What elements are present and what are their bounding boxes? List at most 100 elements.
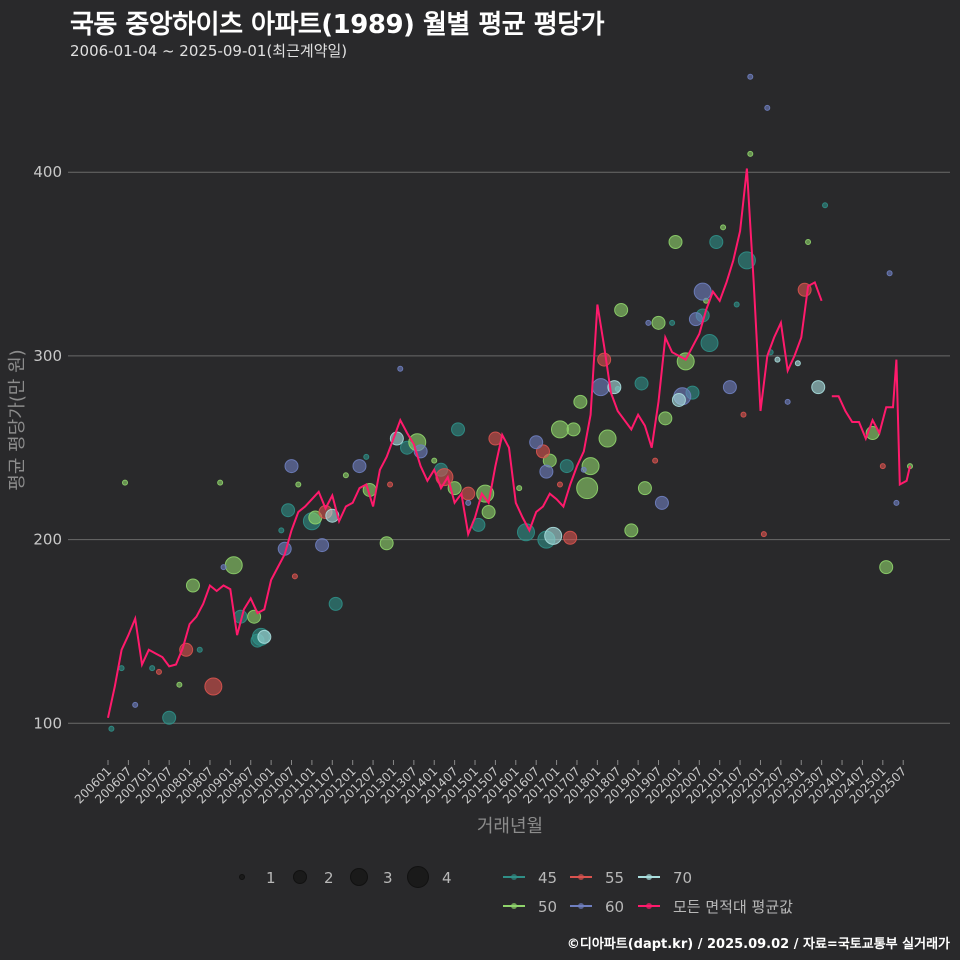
data-point-50 <box>668 235 683 250</box>
data-point-60 <box>465 499 472 506</box>
data-point-60 <box>220 564 227 571</box>
y-tick-label: 400 <box>33 163 62 181</box>
data-point-45 <box>281 503 296 518</box>
source-caption: ©디아파트(dapt.kr) / 2025.09.02 / 자료=국토교통부 실… <box>566 937 950 952</box>
legend-color-label: 45 <box>538 869 557 887</box>
legend-color-dot <box>511 903 517 909</box>
data-point-50 <box>637 481 652 496</box>
data-point-70 <box>774 356 781 363</box>
chart-title: 국동 중앙하이츠 아파트(1989) 월별 평균 평당가 <box>70 10 605 40</box>
legend-size-label: 3 <box>383 869 393 887</box>
data-point-45 <box>328 596 343 611</box>
data-point-45 <box>733 301 740 308</box>
legend-size-label: 4 <box>442 869 452 887</box>
data-point-60 <box>893 499 900 506</box>
data-point-50 <box>431 457 438 464</box>
legend-color-dot <box>578 874 584 880</box>
legend-color-dot <box>578 903 584 909</box>
average-line-layer <box>107 168 911 719</box>
data-point-50 <box>805 239 812 246</box>
data-point-60 <box>886 270 893 277</box>
data-point-45 <box>634 376 649 391</box>
data-point-50 <box>295 481 302 488</box>
data-point-55 <box>597 352 612 367</box>
legend-color-label: 60 <box>605 898 624 916</box>
data-point-60 <box>539 464 554 479</box>
y-tick-label: 300 <box>33 347 62 365</box>
average-line <box>831 359 911 487</box>
data-point-55 <box>556 481 563 488</box>
data-point-60 <box>784 398 791 405</box>
data-point-60 <box>645 319 652 326</box>
data-point-45 <box>363 453 370 460</box>
legend-size-label: 2 <box>324 869 334 887</box>
data-point-50 <box>224 556 243 575</box>
data-point-70 <box>794 360 801 367</box>
data-point-55 <box>760 531 767 538</box>
data-point-60 <box>580 466 587 473</box>
data-point-60 <box>747 73 754 80</box>
data-point-45 <box>669 319 676 326</box>
data-point-60 <box>693 282 712 301</box>
data-point-55 <box>155 668 162 675</box>
legend-color-dot <box>511 874 517 880</box>
data-point-45 <box>559 459 574 474</box>
data-point-60 <box>284 459 299 474</box>
data-point-50 <box>598 429 617 448</box>
data-point-50 <box>342 472 349 479</box>
y-tick-label: 200 <box>33 531 62 549</box>
x-axis-title: 거래년월 <box>477 816 543 837</box>
average-line <box>107 168 823 719</box>
data-point-70 <box>325 508 340 523</box>
legend-color-label: 70 <box>673 869 692 887</box>
data-point-60 <box>529 435 544 450</box>
data-point-60 <box>132 701 139 708</box>
y-tick-labels: 100 200 300 400 <box>33 163 62 732</box>
y-axis-title: 평균 평당가(만 원) <box>7 349 28 490</box>
data-point-45 <box>278 527 285 534</box>
legend-size-swatch <box>350 868 368 886</box>
data-point-50 <box>185 578 200 593</box>
data-point-55 <box>387 481 394 488</box>
legend-size-swatch <box>407 866 429 888</box>
data-point-60 <box>722 380 737 395</box>
grid-lines <box>68 171 950 724</box>
data-point-45 <box>162 710 177 725</box>
data-point-70 <box>671 392 686 407</box>
data-point-50 <box>481 505 496 520</box>
data-point-50 <box>614 302 629 317</box>
legend: 1 2 3 4 45 50 55 60 70 모든 면적대 평균값 <box>239 866 793 916</box>
data-point-60 <box>397 365 404 372</box>
data-point-50 <box>624 523 639 538</box>
data-points <box>108 73 913 732</box>
data-point-50 <box>747 150 754 157</box>
legend-color-label: 50 <box>538 898 557 916</box>
data-point-45 <box>149 665 156 672</box>
data-point-55 <box>652 457 659 464</box>
legend-size-swatch <box>239 874 245 880</box>
data-point-50 <box>651 315 666 330</box>
x-tick-labels: 2006012006072007012007072008012008072009… <box>72 760 909 807</box>
data-point-55 <box>204 677 223 696</box>
data-point-50 <box>516 485 523 492</box>
legend-size-swatch <box>293 870 307 884</box>
legend-color-dot <box>646 903 652 909</box>
data-point-50 <box>658 411 673 426</box>
data-point-55 <box>740 411 747 418</box>
data-point-45 <box>700 334 719 353</box>
data-point-70 <box>544 526 563 545</box>
data-point-45 <box>709 235 724 250</box>
data-point-60 <box>591 378 610 397</box>
data-point-50 <box>176 681 183 688</box>
data-point-55 <box>563 530 578 545</box>
data-point-55 <box>461 486 476 501</box>
legend-color-label: 55 <box>605 869 624 887</box>
data-point-50 <box>720 224 727 231</box>
data-point-50 <box>217 479 224 486</box>
data-point-70 <box>811 380 826 395</box>
data-point-50 <box>379 536 394 551</box>
data-point-60 <box>654 495 669 510</box>
data-point-50 <box>121 479 128 486</box>
data-point-55 <box>291 573 298 580</box>
